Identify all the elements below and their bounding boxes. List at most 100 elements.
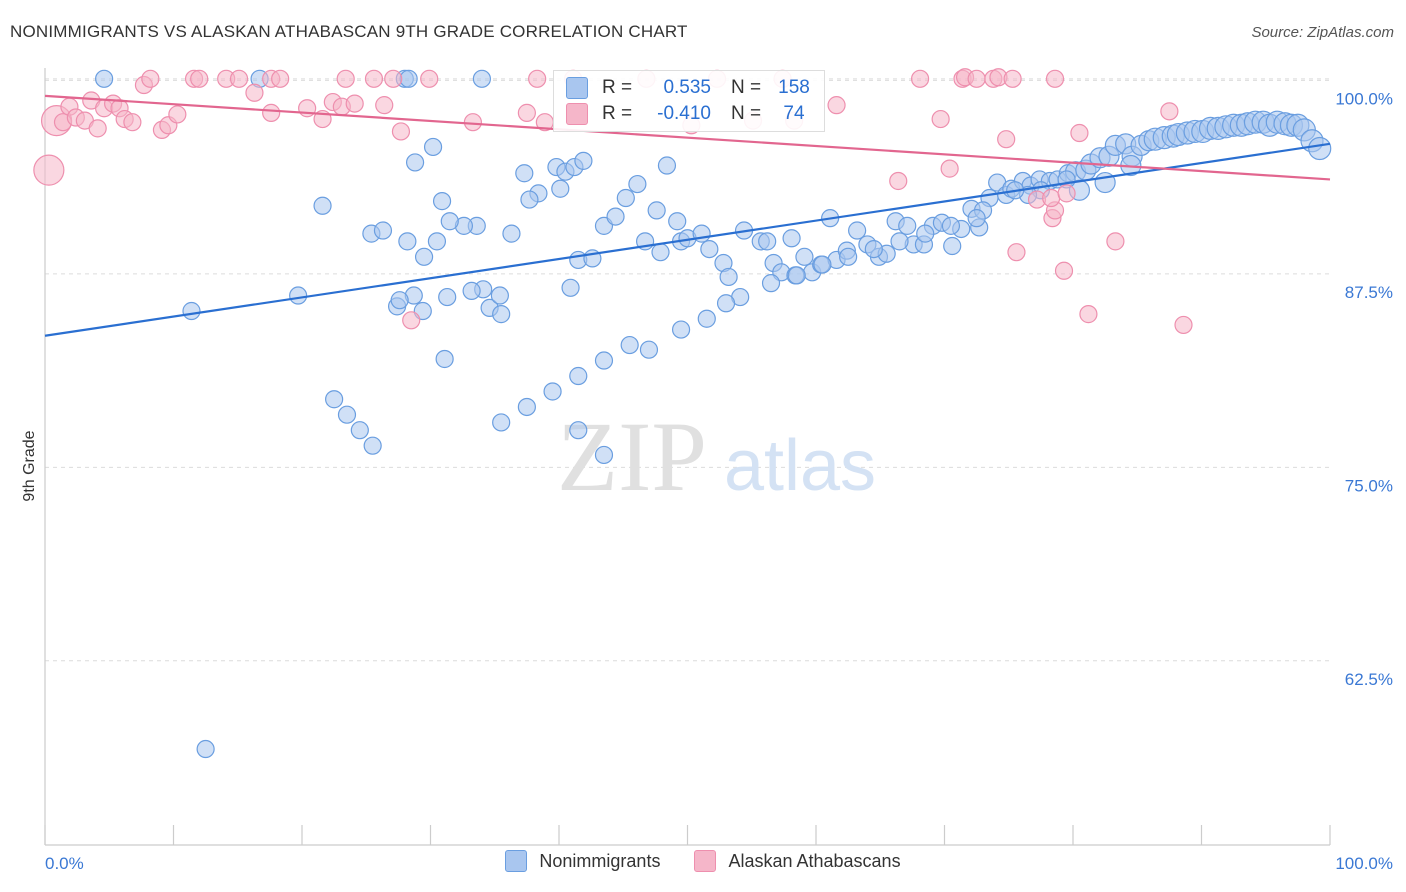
athabascan-point: [391, 122, 411, 141]
nonimmigrants-point: [325, 390, 344, 409]
nonimmigrants-point: [864, 239, 883, 259]
nonimmigrants-point: [651, 243, 670, 262]
athabascan-point: [420, 69, 439, 88]
y-tick-label: 87.5%: [1345, 283, 1393, 302]
n-value: 158: [778, 77, 810, 98]
athabascan-point: [402, 311, 421, 330]
nonimmigrants-point: [839, 247, 858, 266]
legend-label: Nonimmigrants: [539, 850, 661, 871]
nonimmigrants-point: [435, 349, 454, 369]
athabascan-point: [141, 69, 160, 88]
athabascan-point: [1045, 69, 1065, 88]
nonimmigrants-point: [668, 212, 687, 231]
watermark-zip: ZIP: [557, 401, 707, 512]
athabascan-point: [168, 105, 187, 124]
watermark: ZIP atlas: [557, 401, 876, 512]
r-label: R =: [602, 103, 633, 124]
nonimmigrants-point: [716, 294, 736, 313]
nonimmigrants-point: [515, 164, 534, 183]
nonimmigrants-point: [813, 255, 832, 274]
nonimmigrants-point: [761, 274, 781, 293]
nonimmigrants-point: [543, 382, 562, 401]
athabascan-point: [1007, 243, 1026, 262]
nonimmigrants-point: [350, 421, 369, 440]
n-label: N =: [731, 103, 762, 124]
athabascan-point: [967, 69, 986, 88]
athabascan-point: [910, 69, 930, 88]
nonimmigrants-point: [427, 232, 447, 251]
nonimmigrants-point: [697, 309, 716, 328]
nonimmigrants-point: [700, 239, 719, 259]
y-tick-label: 75.0%: [1345, 476, 1393, 495]
athabascan-point: [123, 113, 142, 132]
nonimmigrants-point: [606, 207, 625, 226]
nonimmigrants-point: [472, 69, 491, 88]
athabascan-point: [1057, 184, 1076, 203]
athabascan-point: [336, 69, 355, 88]
y-tick-label: 100.0%: [1335, 89, 1393, 108]
nonimmigrants-point: [848, 221, 867, 240]
axes: [44, 68, 1331, 846]
nonimmigrants-point: [647, 201, 666, 220]
nonimmigrants-point: [95, 69, 114, 88]
legend: Nonimmigrants Alaskan Athabascans: [0, 850, 1406, 872]
nonimmigrants-point: [492, 413, 511, 432]
stats-row-athabascans: R = -0.410 N = 74: [566, 102, 819, 126]
athabascan-point: [827, 96, 846, 115]
stats-box: R = 0.535 N = 158 R = -0.410 N = 74: [553, 70, 825, 132]
r-value: -0.410: [657, 103, 711, 124]
athabascan-point: [931, 109, 950, 129]
nonimmigrants-point: [490, 286, 509, 305]
n-value: 74: [783, 103, 805, 124]
athabascan-point: [88, 119, 107, 138]
nonimmigrants-points: [95, 69, 1332, 759]
nonimmigrants-point: [916, 224, 935, 243]
chart-title: NONIMMIGRANTS VS ALASKAN ATHABASCAN 9TH …: [10, 22, 688, 41]
nonimmigrants-point: [405, 153, 425, 172]
nonimmigrants-point: [520, 190, 539, 209]
y-axis-label: 9th Grade: [21, 430, 38, 501]
nonimmigrants-point: [639, 340, 659, 359]
nonimmigrants-point: [414, 247, 434, 266]
nonimmigrants-point: [569, 421, 588, 440]
nonimmigrants-point: [628, 174, 647, 194]
athabascan-point: [517, 103, 536, 122]
athabascan-point: [345, 94, 364, 113]
nonimmigrants-point: [313, 196, 332, 215]
legend-item-athabascans[interactable]: Alaskan Athabascans: [694, 850, 901, 872]
nonimmigrants-point: [616, 188, 635, 208]
nonimmigrants-point: [390, 291, 409, 310]
athabascan-point: [384, 69, 403, 88]
nonimmigrants-point: [182, 301, 201, 321]
athabascan-point: [229, 69, 249, 88]
athabascan-point: [33, 154, 65, 186]
nonimmigrants-point: [1308, 136, 1332, 161]
nonimmigrants-point: [373, 221, 393, 240]
athabascan-point: [997, 130, 1016, 149]
athabascan-point: [1174, 315, 1193, 335]
stats-row-nonimmigrants: R = 0.535 N = 158: [566, 76, 819, 100]
nonimmigrants-point: [758, 232, 777, 251]
nonimmigrants-point: [569, 366, 588, 386]
athabascan-point: [528, 69, 547, 88]
nonimmigrants-point: [671, 320, 691, 339]
nonimmigrants-point: [462, 281, 481, 300]
athabascan-point: [262, 103, 281, 122]
nonimmigrants-point: [517, 397, 536, 417]
x-tick-label: 100.0%: [1335, 854, 1393, 873]
legend-item-nonimmigrants[interactable]: Nonimmigrants: [505, 850, 660, 872]
nonimmigrants-point: [423, 137, 443, 157]
athabascan-point: [245, 83, 264, 102]
nonimmigrants-point: [620, 335, 639, 355]
tick-labels: 100.0% 87.5% 75.0% 62.5% 0.0% 100.0%: [45, 89, 1393, 873]
athabascan-point: [1003, 69, 1022, 88]
nonimmigrants-point: [657, 156, 677, 175]
nonimmigrants-point: [440, 212, 459, 231]
r-label: R =: [602, 77, 633, 98]
n-label: N =: [731, 77, 762, 98]
nonimmigrants-point: [502, 224, 521, 243]
athabascan-point: [1054, 261, 1074, 280]
nonimmigrants-point: [943, 236, 962, 256]
nonimmigrants-point: [719, 267, 738, 287]
nonimmigrants-point: [363, 436, 382, 455]
